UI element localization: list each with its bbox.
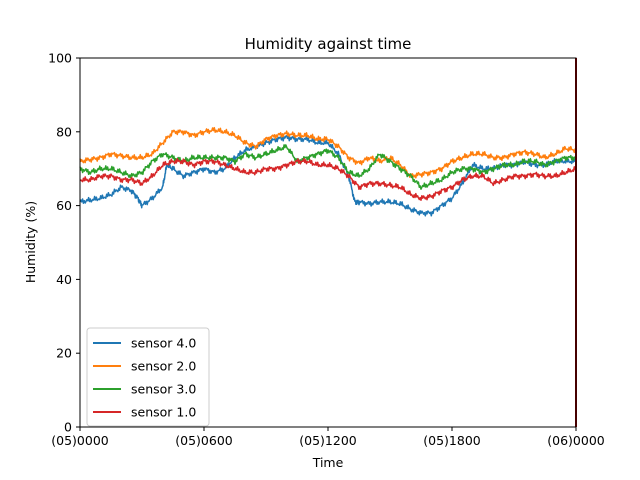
x-tick-label: (05)0600 [175, 433, 233, 448]
y-axis-ticks: 0 20 40 60 80 100 [48, 51, 80, 435]
series-line-sensor-3-0 [79, 144, 577, 190]
y-tick-label: 0 [64, 420, 72, 435]
legend-label: sensor 1.0 [131, 405, 196, 420]
y-tick-label: 80 [56, 124, 72, 139]
x-tick-label: (06)0000 [547, 433, 605, 448]
legend-label: sensor 4.0 [131, 336, 196, 351]
y-tick-label: 100 [48, 51, 72, 66]
legend-label: sensor 3.0 [131, 382, 196, 397]
y-axis-label: Humidity (%) [23, 201, 38, 283]
plot-lines [79, 126, 577, 217]
x-axis-label: Time [312, 455, 344, 470]
series-line-sensor-4-0 [79, 134, 577, 217]
y-tick-label: 60 [56, 198, 72, 213]
y-tick-label: 40 [56, 272, 72, 287]
series-line-sensor-2-0 [79, 126, 577, 179]
legend: sensor 4.0 sensor 2.0 sensor 3.0 sensor 1.0 [86, 327, 210, 427]
x-tick-label: (05)1800 [423, 433, 481, 448]
chart-title: Humidity against time [245, 35, 412, 53]
x-tick-label: (05)1200 [299, 433, 357, 448]
x-tick-label: (05)0000 [51, 433, 109, 448]
legend-box [86, 327, 210, 427]
series-line-sensor-1-0 [79, 157, 577, 201]
y-tick-label: 20 [56, 346, 72, 361]
legend-label: sensor 2.0 [131, 359, 196, 374]
x-axis-ticks: (05)0000 (05)0600 (05)1200 (05)1800 (06)0000 [51, 427, 605, 448]
